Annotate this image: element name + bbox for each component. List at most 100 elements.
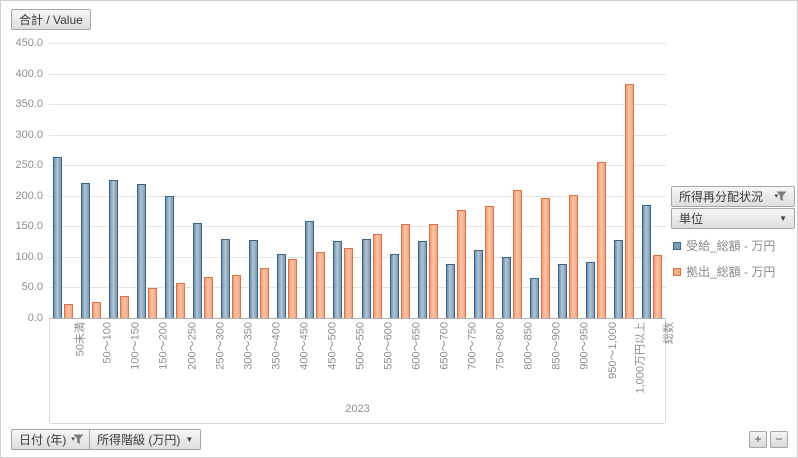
- bar[interactable]: [193, 223, 203, 318]
- bar[interactable]: [120, 296, 130, 318]
- unit-field-button[interactable]: 単位 ▼: [671, 208, 795, 229]
- bar[interactable]: [400, 224, 410, 318]
- bar[interactable]: [305, 221, 315, 318]
- x-category-cell: 600〜650: [386, 322, 423, 414]
- bar-group: [414, 43, 442, 318]
- gridline: [49, 104, 666, 105]
- bar[interactable]: [653, 255, 662, 318]
- bar[interactable]: [417, 241, 427, 318]
- bar[interactable]: [344, 248, 354, 318]
- collapse-field-button[interactable]: −: [770, 431, 788, 448]
- bar-series-container: [49, 43, 666, 318]
- bar[interactable]: [232, 275, 242, 318]
- bar[interactable]: [288, 259, 298, 318]
- x-category-cell: 300〜350: [217, 322, 254, 414]
- bar[interactable]: [277, 254, 287, 318]
- x-category-cell: 750〜800: [470, 322, 507, 414]
- bar[interactable]: [109, 180, 119, 318]
- x-category-cell: 450〜500: [301, 322, 338, 414]
- x-axis-category-labels: 50未満 50〜100 100〜150 150〜200 200〜250 250〜300 30…: [49, 322, 675, 414]
- bar[interactable]: [585, 262, 595, 318]
- y-tick-label: 50.0: [21, 281, 43, 294]
- legend-label: 受給_総額 - 万円: [686, 239, 776, 253]
- x-category-cell: 1,000万円以上: [610, 322, 647, 414]
- x-category-cell: 850〜900: [526, 322, 563, 414]
- legend-item[interactable]: 拠出_総額 - 万円: [673, 263, 795, 280]
- bar[interactable]: [53, 157, 63, 318]
- bar[interactable]: [557, 264, 567, 318]
- gridline: [49, 287, 666, 288]
- bar[interactable]: [642, 205, 651, 318]
- y-tick-label: 100.0: [15, 250, 43, 263]
- x-category-cell: 100〜150: [105, 322, 142, 414]
- redistribution-filter-button[interactable]: 所得再分配状況 ▾: [671, 186, 795, 207]
- plot-area: [49, 43, 666, 319]
- y-tick-label: 200.0: [15, 189, 43, 202]
- y-tick-label: 350.0: [15, 98, 43, 111]
- bar[interactable]: [372, 234, 382, 318]
- bar[interactable]: [568, 195, 578, 318]
- value-field-button[interactable]: 合計 / Value: [11, 9, 91, 30]
- y-tick-label: 250.0: [15, 159, 43, 172]
- bar[interactable]: [613, 240, 623, 318]
- bar[interactable]: [624, 84, 634, 318]
- bar[interactable]: [484, 206, 494, 318]
- bar-group: [77, 43, 105, 318]
- legend-item[interactable]: 受給_総額 - 万円: [673, 237, 795, 254]
- expand-field-button[interactable]: +: [749, 431, 767, 448]
- bar[interactable]: [148, 288, 158, 318]
- bar-group: [386, 43, 414, 318]
- bar[interactable]: [221, 239, 231, 318]
- x-category-cell: 400〜450: [273, 322, 310, 414]
- filter-funnel-icon: ▾: [774, 191, 787, 202]
- gridline: [49, 165, 666, 166]
- date-axis-field-button[interactable]: 日付 (年) ▾: [11, 429, 92, 450]
- x-category-cell: 150〜200: [133, 322, 170, 414]
- bar[interactable]: [540, 198, 550, 318]
- bar[interactable]: [389, 254, 399, 318]
- gridline: [49, 196, 666, 197]
- bar[interactable]: [501, 257, 511, 318]
- x-category-cell: 50未満: [49, 322, 86, 414]
- bar[interactable]: [204, 277, 214, 318]
- x-category-cell: 950〜1,000: [582, 322, 619, 414]
- bar[interactable]: [473, 250, 483, 318]
- y-tick-label: 450.0: [15, 37, 43, 49]
- bar-group: [358, 43, 386, 318]
- bar-group: [526, 43, 554, 318]
- bar[interactable]: [137, 184, 147, 318]
- bar-group: [329, 43, 357, 318]
- bar-group: [582, 43, 610, 318]
- bar[interactable]: [92, 302, 102, 318]
- bar[interactable]: [445, 264, 455, 318]
- bar[interactable]: [260, 268, 270, 318]
- legend-swatch-icon: [673, 267, 681, 276]
- income-class-axis-field-button[interactable]: 所得階級 (万円) ▼: [89, 429, 202, 450]
- chevron-down-icon: ▼: [185, 434, 194, 444]
- bar[interactable]: [361, 239, 371, 318]
- gridline: [49, 318, 666, 319]
- x-category-cell: 250〜300: [189, 322, 226, 414]
- bar-group: [49, 43, 77, 318]
- bar[interactable]: [333, 241, 343, 318]
- x-category-label: 総数: [663, 322, 676, 344]
- bar[interactable]: [316, 252, 326, 318]
- x-category-cell: 800〜850: [498, 322, 535, 414]
- bar[interactable]: [81, 183, 91, 318]
- value-field-label: 合計 / Value: [19, 13, 83, 27]
- bar[interactable]: [249, 240, 259, 318]
- x-category-cell: 350〜400: [245, 322, 282, 414]
- bar[interactable]: [428, 224, 438, 318]
- x-category-cell: 総数: [638, 322, 675, 414]
- legend-label: 拠出_総額 - 万円: [686, 265, 776, 279]
- bar[interactable]: [529, 278, 539, 318]
- bar-group: [554, 43, 582, 318]
- bar[interactable]: [456, 210, 466, 318]
- bar[interactable]: [165, 196, 175, 318]
- bar[interactable]: [64, 304, 74, 318]
- gridline: [49, 226, 666, 227]
- x-category-cell: 500〜550: [329, 322, 367, 414]
- bar[interactable]: [596, 162, 606, 318]
- bar[interactable]: [176, 283, 186, 318]
- bar[interactable]: [512, 190, 522, 318]
